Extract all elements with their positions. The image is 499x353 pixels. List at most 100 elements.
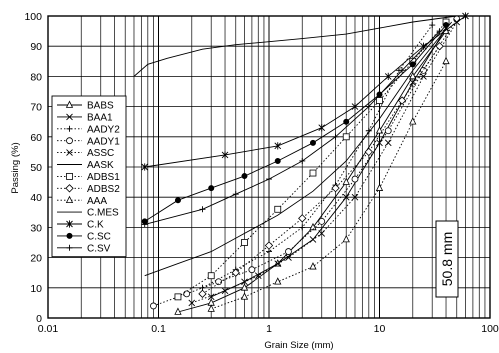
x-marker — [254, 272, 262, 280]
legend-label: AADY1 — [87, 136, 120, 147]
legend-entry: AADY2 — [57, 124, 120, 135]
plus-marker — [429, 22, 436, 29]
series-line — [144, 30, 440, 225]
legend-label: ASSC — [87, 148, 114, 159]
plus-marker — [232, 191, 239, 198]
filled-circle-marker — [343, 118, 350, 125]
square-marker — [241, 239, 248, 246]
legend-label: C.K — [87, 220, 104, 231]
square-marker — [207, 272, 215, 280]
series-line — [144, 24, 447, 222]
circle-marker — [66, 137, 73, 145]
legend-label: AASK — [87, 160, 114, 171]
triangle-marker — [174, 307, 182, 315]
series-line — [144, 21, 453, 277]
legend-entry: ADBS1 — [57, 172, 120, 183]
x-marker — [207, 293, 215, 301]
x-marker — [66, 149, 73, 156]
square-marker — [342, 133, 350, 141]
triangle-marker — [442, 56, 450, 65]
diamond-marker — [331, 183, 340, 193]
triangle-marker — [240, 283, 249, 291]
y-tick-label: 40 — [30, 192, 42, 204]
x-marker — [384, 139, 392, 147]
x-marker — [221, 287, 229, 295]
plus-marker — [365, 103, 372, 110]
star-marker — [141, 163, 149, 171]
legend-label: C.SC — [87, 232, 111, 243]
filled-circle-marker — [174, 197, 181, 204]
x-tick-label: 10 — [374, 323, 386, 335]
series-aask — [144, 21, 453, 277]
x-marker — [318, 230, 326, 237]
plus-marker — [299, 224, 306, 231]
y-tick-label: 100 — [24, 11, 42, 23]
legend-entry: C.SC — [57, 232, 111, 243]
legend-entry: AADY1 — [57, 136, 120, 147]
diamond-marker — [65, 184, 74, 193]
star-marker — [462, 12, 469, 20]
legend: BABSBAA1AADY2AADY1ASSCAASKADBS1ADBS2AAAC… — [51, 95, 127, 258]
series-adbs1 — [174, 18, 450, 301]
x-marker — [285, 254, 292, 261]
filled-circle-marker — [409, 61, 416, 68]
series-c-k — [141, 12, 469, 171]
legend-entry: AASK — [57, 160, 114, 171]
diamond-marker — [435, 42, 444, 51]
diamond-marker — [198, 289, 207, 299]
y-tick-label: 30 — [30, 222, 42, 234]
annotation-label: 50.8 mm — [439, 232, 455, 286]
filled-circle-marker — [274, 157, 281, 164]
annotation-group: 50.8 mm — [435, 220, 459, 298]
series-line — [144, 15, 466, 168]
x-marker — [66, 113, 73, 121]
x-marker — [420, 73, 427, 80]
series-line — [133, 15, 457, 77]
legend-label: ADBS2 — [87, 184, 120, 195]
plus-marker — [199, 206, 206, 213]
y-tick-label: 10 — [30, 283, 42, 295]
x-marker — [342, 193, 350, 201]
series-line — [211, 27, 447, 298]
plus-marker — [399, 67, 406, 74]
triangle-marker — [65, 100, 74, 108]
triangle-marker — [375, 183, 384, 191]
plot-area — [133, 12, 469, 315]
plot-frame — [47, 15, 491, 319]
legend-entry: BAA1 — [57, 113, 113, 124]
series-aaa — [207, 56, 450, 312]
circle-marker — [215, 278, 223, 286]
axes: 0 10 20 30 40 50 60 70 80 90 100 0.01 0.1 1 10 100 — [24, 11, 498, 335]
triangle-marker — [309, 262, 317, 270]
y-tick-label: 50 — [30, 162, 42, 174]
plus-marker — [266, 176, 272, 183]
annotation-box — [435, 220, 459, 298]
x-tick-label: 0.1 — [151, 323, 166, 335]
diamond-marker — [264, 241, 274, 250]
square-marker — [174, 293, 182, 301]
legend-label: AADY2 — [87, 124, 120, 135]
circle-marker — [318, 217, 326, 225]
plus-marker — [436, 28, 443, 35]
square-marker — [309, 169, 317, 177]
x-tick-label: 100 — [481, 323, 499, 335]
series-aady2 — [199, 22, 436, 291]
x-marker — [188, 299, 196, 307]
filled-circle-marker — [309, 139, 316, 146]
y-tick-label: 70 — [30, 102, 42, 114]
series-c-mes — [133, 15, 457, 77]
diamond-marker — [397, 96, 407, 105]
legend-entry: BABS — [57, 100, 114, 112]
y-tick-label: 60 — [30, 132, 42, 144]
series-assc — [188, 18, 461, 307]
x-marker — [409, 79, 417, 86]
y-tick-label: 80 — [30, 71, 42, 83]
circle-marker — [384, 127, 392, 135]
square-marker — [274, 205, 282, 213]
star-marker — [221, 151, 229, 159]
circle-marker — [248, 266, 256, 274]
filled-circle-marker — [443, 22, 450, 29]
legend-entry: C.SV — [57, 243, 111, 254]
plus-marker — [332, 133, 339, 140]
